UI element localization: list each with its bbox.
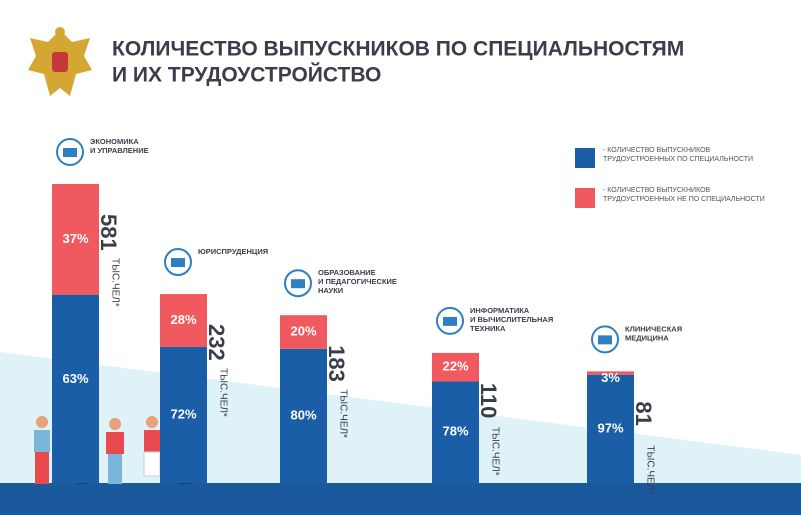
category-icon	[63, 148, 77, 157]
bar-segment	[587, 374, 634, 483]
total-label: 183	[324, 345, 349, 382]
value-label: 97%	[597, 420, 623, 435]
emblem	[28, 27, 92, 96]
category-icon	[164, 248, 192, 277]
category-label: И УПРАВЛЕНИЕ	[90, 146, 149, 155]
category-icon	[284, 269, 312, 298]
category-label: НАУКИ	[318, 286, 343, 295]
legend-swatch	[575, 148, 595, 168]
category-icon	[291, 279, 305, 289]
bar-segment	[432, 381, 479, 483]
category-icon	[436, 306, 464, 335]
category-label: ЮРИСПРУДЕНЦИЯ	[198, 247, 268, 256]
category-icon	[443, 316, 457, 326]
total-unit: ТЫС.ЧЕЛ*	[217, 368, 228, 417]
total-unit: ТЫС.ЧЕЛ*	[337, 389, 348, 438]
legend: - КОЛИЧЕСТВО ВЫПУСКНИКОВ ТРУДОУСТРОЕННЫХ …	[575, 147, 765, 208]
category-label: ТЕХНИКА	[470, 324, 506, 333]
category-label: МЕДИЦИНА	[625, 333, 669, 342]
category-icon	[171, 258, 185, 268]
total-unit: ТЫС.ЧЕЛ*	[489, 427, 500, 476]
total-unit: ТЫС.ЧЕЛ*	[109, 258, 120, 307]
bar-segment	[160, 346, 207, 483]
value-label: 63%	[62, 371, 88, 386]
total-label: 581	[96, 214, 121, 251]
bar-segment	[52, 294, 99, 483]
bar-segment	[280, 315, 327, 349]
category-label: ИНФОРМАТИКА	[470, 306, 530, 315]
legend-label: ТРУДОУСТРОЕННЫХ ПО СПЕЦИАЛЬНОСТИ	[603, 156, 753, 163]
legend-label: - КОЛИЧЕСТВО ВЫПУСКНИКОВ	[603, 187, 711, 194]
bar-segment	[280, 348, 327, 483]
value-label: 80%	[290, 407, 316, 422]
value-label: 72%	[170, 406, 196, 421]
value-label: 28%	[170, 312, 196, 327]
legend-swatch	[575, 188, 595, 208]
total-unit: ТЫС.ЧЕЛ*	[644, 445, 655, 494]
category-icon	[598, 335, 612, 345]
category-label: И ВЫЧИСЛИТЕЛЬНАЯ	[470, 315, 553, 324]
category-icon	[56, 138, 84, 166]
category-label: ЭКОНОМИКА	[90, 137, 139, 146]
category-label: КЛИНИЧЕСКАЯ	[625, 324, 682, 333]
total-label: 110	[476, 383, 501, 419]
category-icon	[591, 325, 619, 354]
bar-segment	[587, 371, 634, 375]
category-label: ОБРАЗОВАНИЕ	[318, 268, 376, 277]
legend-label: ТРУДОУСТРОЕННЫХ НЕ ПО СПЕЦИАЛЬНОСТИ	[603, 196, 765, 203]
value-label: 20%	[290, 323, 316, 338]
floor	[0, 483, 801, 515]
bar-segment	[432, 352, 479, 382]
title: КОЛИЧЕСТВО ВЫПУСКНИКОВ ПО СПЕЦИАЛЬНОСТЯМ	[112, 38, 684, 61]
legend-label: - КОЛИЧЕСТВО ВЫПУСКНИКОВ	[603, 147, 711, 154]
category-label: И ПЕДАГОГИЧЕСКИЕ	[318, 277, 397, 286]
value-label: 78%	[442, 424, 468, 439]
total-label: 232	[204, 324, 229, 361]
bar-segment	[160, 294, 207, 347]
title: И ИХ ТРУДОУСТРОЙСТВО	[112, 63, 381, 87]
total-label: 81	[631, 401, 656, 425]
value-label: 3%	[601, 370, 620, 385]
value-label: 37%	[62, 231, 88, 246]
bar-segment	[52, 184, 99, 295]
value-label: 22%	[442, 359, 468, 374]
